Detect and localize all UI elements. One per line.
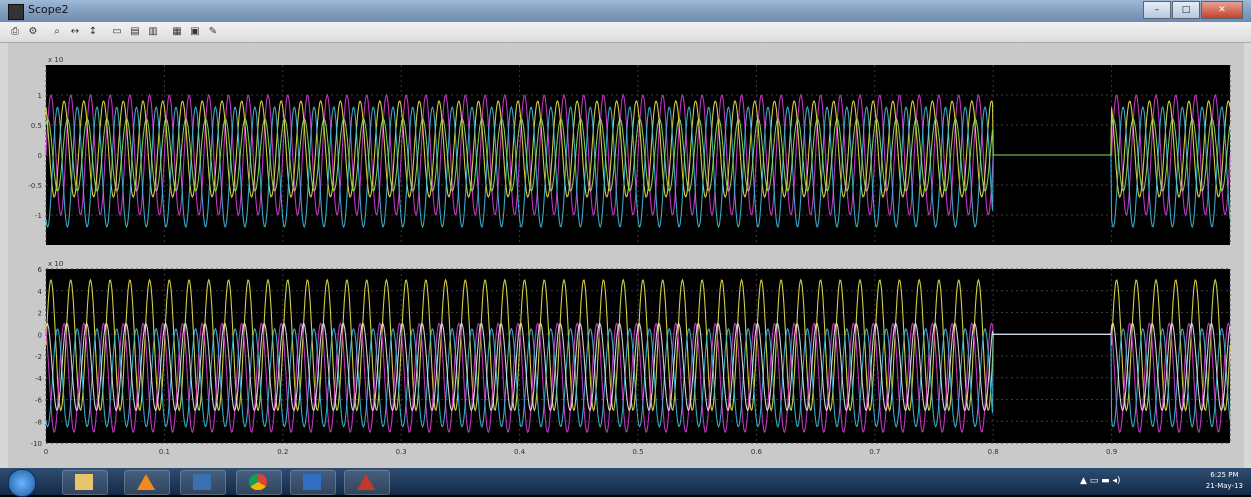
lock-axes-icon[interactable]: ▣ (190, 26, 200, 37)
y-tick-label: 4 (38, 288, 43, 296)
y-tick-label: 6 (38, 266, 43, 274)
media-player-app[interactable] (180, 470, 226, 495)
close-button[interactable]: ✕ (1201, 1, 1243, 19)
chrome-app[interactable] (236, 470, 282, 495)
maximize-button[interactable]: □ (1172, 1, 1200, 19)
y-tick-label: 2 (38, 310, 42, 318)
y-tick-label: 0.5 (31, 122, 42, 130)
x-tick-label: 0.2 (277, 448, 288, 456)
y-exponent-label: x 10 (48, 56, 63, 64)
vlc-app[interactable] (124, 470, 170, 495)
signal-selection-icon[interactable]: ✎ (208, 26, 218, 37)
start-button[interactable] (8, 469, 36, 497)
zoom-icon[interactable]: ⌕ (54, 26, 60, 37)
title-bar[interactable]: Scope2 – □ ✕ (0, 0, 1251, 22)
matlab-app[interactable] (344, 470, 390, 495)
y-tick-label: 0 (38, 152, 42, 160)
x-tick-label: 0.9 (1106, 448, 1117, 456)
y-tick-label: -6 (35, 397, 43, 405)
zoom-y-icon[interactable]: ↕ (88, 26, 98, 37)
printer-icon[interactable]: ⎙ (11, 26, 19, 37)
y-tick-label: 1 (38, 92, 42, 100)
explorer-app[interactable] (62, 470, 108, 495)
y-tick-label: -4 (35, 375, 43, 383)
zoom-x-icon[interactable]: ↔ (70, 26, 80, 37)
scope-window: Scope2 – □ ✕ ⎙ ⚙ ⌕ ↔ ↕ ▭ ▤ ▥ ▦ ▣ ✎ 1 0.5 0… (0, 0, 1251, 468)
remote-desktop-app[interactable] (290, 470, 336, 495)
x-tick-label: 0.5 (632, 448, 643, 456)
clock-date: 21-May-13 (1205, 482, 1243, 490)
parameters-icon[interactable]: ⚙ (28, 26, 38, 37)
signal-trace-green (45, 118, 1231, 192)
restore-axes-icon[interactable]: ▥ (148, 26, 158, 37)
y-exponent-label: x 10 (48, 260, 63, 268)
scope-plots: 1 0.5 0 -0.5 -1 x 10 6 4 2 0 -2 -4 -6 -8 -10 x 10 0 0.1 0.… (28, 56, 1231, 456)
y-tick-label: -8 (35, 418, 42, 426)
taskbar: ▲ ▭ ▬ ◂) 6:25 PM 21-May-13 (0, 468, 1251, 497)
autoscale-icon[interactable]: ▭ (112, 26, 122, 37)
signal-trace-white (45, 322, 1231, 412)
x-tick-label: 0.7 (869, 448, 880, 456)
x-tick-label: 0.4 (514, 448, 526, 456)
y-tick-label: -2 (35, 353, 42, 361)
x-tick-label: 0.3 (396, 448, 407, 456)
floating-scope-icon[interactable]: ▦ (172, 26, 182, 37)
matlab-scope-icon (8, 4, 24, 20)
minimize-button[interactable]: – (1143, 1, 1171, 19)
clock[interactable]: 6:25 PM 21-May-13 (1206, 470, 1243, 492)
scope-plot-area: 1 0.5 0 -0.5 -1 x 10 6 4 2 0 -2 -4 -6 -8 -10 x 10 0 0.1 0.… (8, 43, 1244, 468)
y-tick-label: -10 (31, 440, 42, 448)
x-tick-label: 0.8 (988, 448, 999, 456)
window-title: Scope2 (28, 3, 69, 16)
x-tick-label: 0.1 (159, 448, 170, 456)
y-tick-label: 0 (38, 331, 42, 339)
window-controls: – □ ✕ (1142, 1, 1243, 19)
y-tick-label: -0.5 (28, 182, 42, 190)
save-axes-icon[interactable]: ▤ (130, 26, 140, 37)
x-tick-label: 0.6 (751, 448, 763, 456)
y-tick-label: -1 (35, 212, 42, 220)
tray-icons[interactable]: ▲ ▭ ▬ ◂) (1080, 476, 1121, 486)
scope-toolbar: ⎙ ⚙ ⌕ ↔ ↕ ▭ ▤ ▥ ▦ ▣ ✎ (0, 22, 1251, 43)
x-tick-label: 0 (44, 448, 48, 456)
clock-time: 6:25 PM (1210, 471, 1239, 479)
